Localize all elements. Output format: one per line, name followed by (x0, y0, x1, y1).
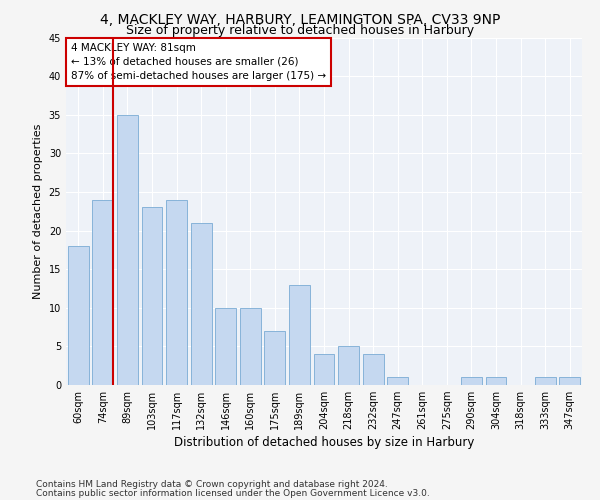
Text: Size of property relative to detached houses in Harbury: Size of property relative to detached ho… (126, 24, 474, 37)
Bar (166, 200, 187, 385)
Bar (215, 308, 236, 385)
Bar (240, 308, 261, 385)
Bar (314, 354, 334, 385)
Text: 4, MACKLEY WAY, HARBURY, LEAMINGTON SPA, CV33 9NP: 4, MACKLEY WAY, HARBURY, LEAMINGTON SPA,… (100, 12, 500, 26)
Bar (191, 223, 212, 385)
Bar (117, 114, 138, 385)
Bar (362, 354, 383, 385)
Bar (461, 378, 482, 385)
Bar (68, 246, 89, 385)
Bar (289, 284, 310, 385)
Text: 4 MACKLEY WAY: 81sqm
← 13% of detached houses are smaller (26)
87% of semi-detac: 4 MACKLEY WAY: 81sqm ← 13% of detached h… (71, 42, 326, 80)
Y-axis label: Number of detached properties: Number of detached properties (33, 124, 43, 299)
Bar (265, 331, 286, 385)
Bar (387, 378, 408, 385)
Text: Contains public sector information licensed under the Open Government Licence v3: Contains public sector information licen… (36, 490, 430, 498)
Bar (559, 378, 580, 385)
Bar (485, 378, 506, 385)
X-axis label: Distribution of detached houses by size in Harbury: Distribution of detached houses by size … (174, 436, 474, 450)
Bar (338, 346, 359, 385)
Bar (142, 208, 163, 385)
Text: Contains HM Land Registry data © Crown copyright and database right 2024.: Contains HM Land Registry data © Crown c… (36, 480, 388, 489)
Bar (92, 200, 113, 385)
Bar (535, 378, 556, 385)
